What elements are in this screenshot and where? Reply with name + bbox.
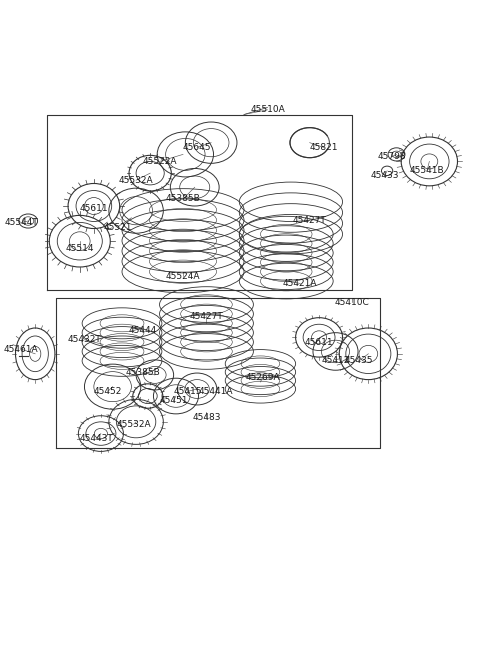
Text: 45521: 45521 [103,222,132,232]
Text: 45645: 45645 [183,143,211,152]
Text: 45432T: 45432T [68,335,101,344]
Text: 45510A: 45510A [250,106,285,114]
Text: 45524A: 45524A [166,272,200,281]
Text: 45452: 45452 [94,387,122,396]
Text: 45427T: 45427T [190,312,223,321]
Text: 45541B: 45541B [410,167,444,175]
Text: 45522A: 45522A [142,157,177,166]
Text: 45435: 45435 [345,356,373,365]
Text: 45544T: 45544T [4,218,38,227]
Text: 45385B: 45385B [126,368,160,377]
Text: 45415: 45415 [173,387,202,396]
Text: 45514: 45514 [66,244,94,253]
Text: 45451: 45451 [159,396,188,405]
Text: 45443T: 45443T [79,434,113,443]
Text: 45483: 45483 [192,413,221,422]
Text: 45444: 45444 [129,326,157,335]
Text: 45412: 45412 [321,356,350,365]
Text: 45441A: 45441A [199,387,233,396]
Text: 45410C: 45410C [335,298,369,307]
Text: 45427T: 45427T [293,216,326,224]
Text: 45532A: 45532A [119,176,154,185]
Text: 45611: 45611 [80,204,108,213]
Text: 45385B: 45385B [166,194,200,203]
Text: 45532A: 45532A [117,420,151,428]
Text: 45821: 45821 [310,143,338,152]
Text: 45611: 45611 [305,338,334,346]
Text: 45798: 45798 [377,152,406,161]
Text: 45433: 45433 [371,171,399,180]
Text: 45461A: 45461A [4,344,38,354]
Text: 45421A: 45421A [283,279,318,288]
Text: 45269A: 45269A [245,373,280,382]
